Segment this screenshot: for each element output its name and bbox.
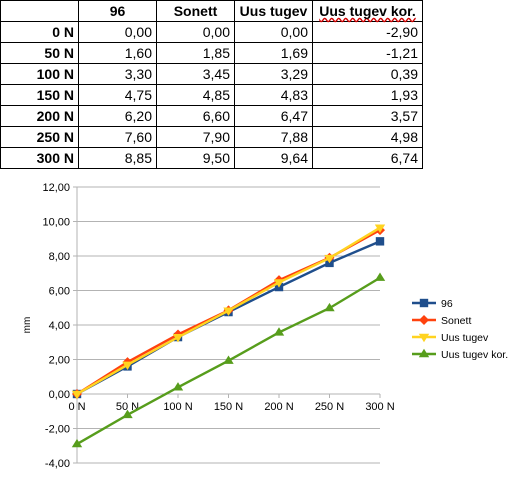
legend-marker — [418, 348, 430, 358]
data-point — [273, 327, 285, 336]
table-cell[interactable]: 1,85 — [156, 42, 235, 64]
table-cell[interactable]: 0,00 — [156, 21, 235, 43]
table-cell[interactable]: 7,88 — [234, 126, 313, 148]
row-header-cell[interactable]: 200 N — [0, 105, 79, 127]
table-cell[interactable]: 0,00 — [78, 21, 157, 43]
table-header-row: 96 Sonett Uus tugev Uus tugev kor. — [0, 0, 423, 22]
y-tick-label: 2,00 — [49, 355, 70, 367]
line-chart: -4,00 -2,00 0,00 2,00 4,00 6,00 8,00 10,00 12,00… — [22, 182, 508, 470]
x-tick-label: 200 N — [264, 401, 293, 413]
data-point — [223, 355, 234, 364]
x-tick-label: 250 N — [315, 401, 344, 413]
header-cell[interactable]: 96 — [78, 0, 157, 22]
table-cell[interactable]: -1,21 — [312, 42, 423, 64]
table-cell[interactable]: 3,29 — [234, 63, 313, 85]
row-header-cell[interactable]: 100 N — [0, 63, 79, 85]
legend-label: Uus tugev kor. — [441, 349, 508, 361]
table-row: 50 N 1,60 1,85 1,69 -1,21 — [0, 42, 423, 64]
y-tick-label: 8,00 — [49, 251, 70, 263]
row-header-cell[interactable]: 0 N — [0, 21, 79, 43]
table-cell[interactable]: 3,45 — [156, 63, 235, 85]
header-cell[interactable]: Uus tugev — [234, 0, 313, 22]
x-tick-label: 0 N — [68, 401, 85, 413]
table-cell[interactable]: 6,74 — [312, 147, 423, 169]
data-point — [172, 382, 184, 391]
y-tick-label: 4,00 — [49, 320, 70, 332]
y-tick-label: 6,00 — [49, 286, 70, 298]
legend-label: Uus tugev — [441, 332, 489, 344]
series-line-0 — [76, 240, 381, 396]
row-header-cell[interactable]: 50 N — [0, 42, 79, 64]
table-cell[interactable]: 0,39 — [312, 63, 423, 85]
y-tick-label: 0,00 — [49, 389, 70, 401]
table-row: 0 N 0,00 0,00 0,00 -2,90 — [0, 21, 423, 43]
table-cell[interactable]: 7,60 — [78, 126, 157, 148]
table-row: 300 N 8,85 9,50 9,64 6,74 — [0, 147, 423, 169]
table-cell[interactable]: 1,69 — [234, 42, 313, 64]
table-cell[interactable]: 9,50 — [156, 147, 235, 169]
data-point — [324, 302, 335, 312]
legend-marker — [419, 298, 429, 308]
table-cell[interactable]: 0,00 — [234, 21, 313, 43]
y-tick-label: 10,00 — [42, 217, 70, 229]
table-cell[interactable]: 8,85 — [78, 147, 157, 169]
data-point — [122, 361, 133, 371]
table-cell[interactable]: 1,60 — [78, 42, 157, 64]
table-cell[interactable]: 6,47 — [234, 105, 313, 127]
table-cell[interactable]: 7,90 — [156, 126, 235, 148]
y-tick-label: -4,00 — [45, 458, 70, 470]
table-row: 250 N 7,60 7,90 7,88 4,98 — [0, 126, 423, 148]
table-cell[interactable]: 3,57 — [312, 105, 423, 127]
header-cell[interactable]: Uus tugev kor. — [312, 0, 423, 22]
table-cell[interactable]: -2,90 — [312, 21, 423, 43]
table-row: 100 N 3,30 3,45 3,29 0,39 — [0, 63, 423, 85]
data-point — [374, 224, 386, 233]
table-cell[interactable]: 4,85 — [156, 84, 235, 106]
table-row: 200 N 6,20 6,60 6,47 3,57 — [0, 105, 423, 127]
legend-label: Sonett — [441, 315, 471, 327]
y-tick-label: -2,00 — [45, 424, 70, 436]
data-point — [172, 334, 184, 343]
data-table: 96 Sonett Uus tugev Uus tugev kor. 0 N 0,… — [0, 0, 423, 169]
data-point — [223, 307, 234, 316]
data-point — [273, 279, 285, 288]
table-cell[interactable]: 4,75 — [78, 84, 157, 106]
table-cell[interactable]: 3,30 — [78, 63, 157, 85]
legend-label: 96 — [441, 298, 453, 310]
data-point — [71, 438, 83, 448]
legend-marker — [418, 333, 430, 343]
table-cell[interactable]: 6,20 — [78, 105, 157, 127]
row-header-cell[interactable]: 250 N — [0, 126, 79, 148]
x-tick-label: 150 N — [214, 401, 243, 413]
data-point — [324, 254, 335, 264]
table-cell[interactable]: 4,98 — [312, 126, 423, 148]
table-cell[interactable]: 1,93 — [312, 84, 423, 106]
x-tick-label: 50 N — [116, 401, 139, 413]
y-axis-label: mm — [22, 317, 33, 334]
x-tick-label: 300 N — [365, 401, 394, 413]
table-row: 150 N 4,75 4,85 4,83 1,93 — [0, 84, 423, 106]
y-tick-label: 12,00 — [42, 182, 70, 194]
legend-marker — [419, 315, 429, 325]
x-tick-label: 100 N — [163, 401, 192, 413]
data-point — [374, 272, 386, 281]
row-header-cell[interactable]: 300 N — [0, 147, 79, 169]
table-cell[interactable]: 4,83 — [234, 84, 313, 106]
header-cell[interactable]: Sonett — [156, 0, 235, 22]
header-corner-cell[interactable] — [0, 0, 79, 22]
data-point — [71, 390, 83, 400]
data-point — [375, 237, 385, 246]
header-cell-text: Uus tugev kor. — [319, 3, 416, 19]
row-header-cell[interactable]: 150 N — [0, 84, 79, 106]
data-point — [122, 409, 133, 419]
table-cell[interactable]: 6,60 — [156, 105, 235, 127]
table-cell[interactable]: 9,64 — [234, 147, 313, 169]
